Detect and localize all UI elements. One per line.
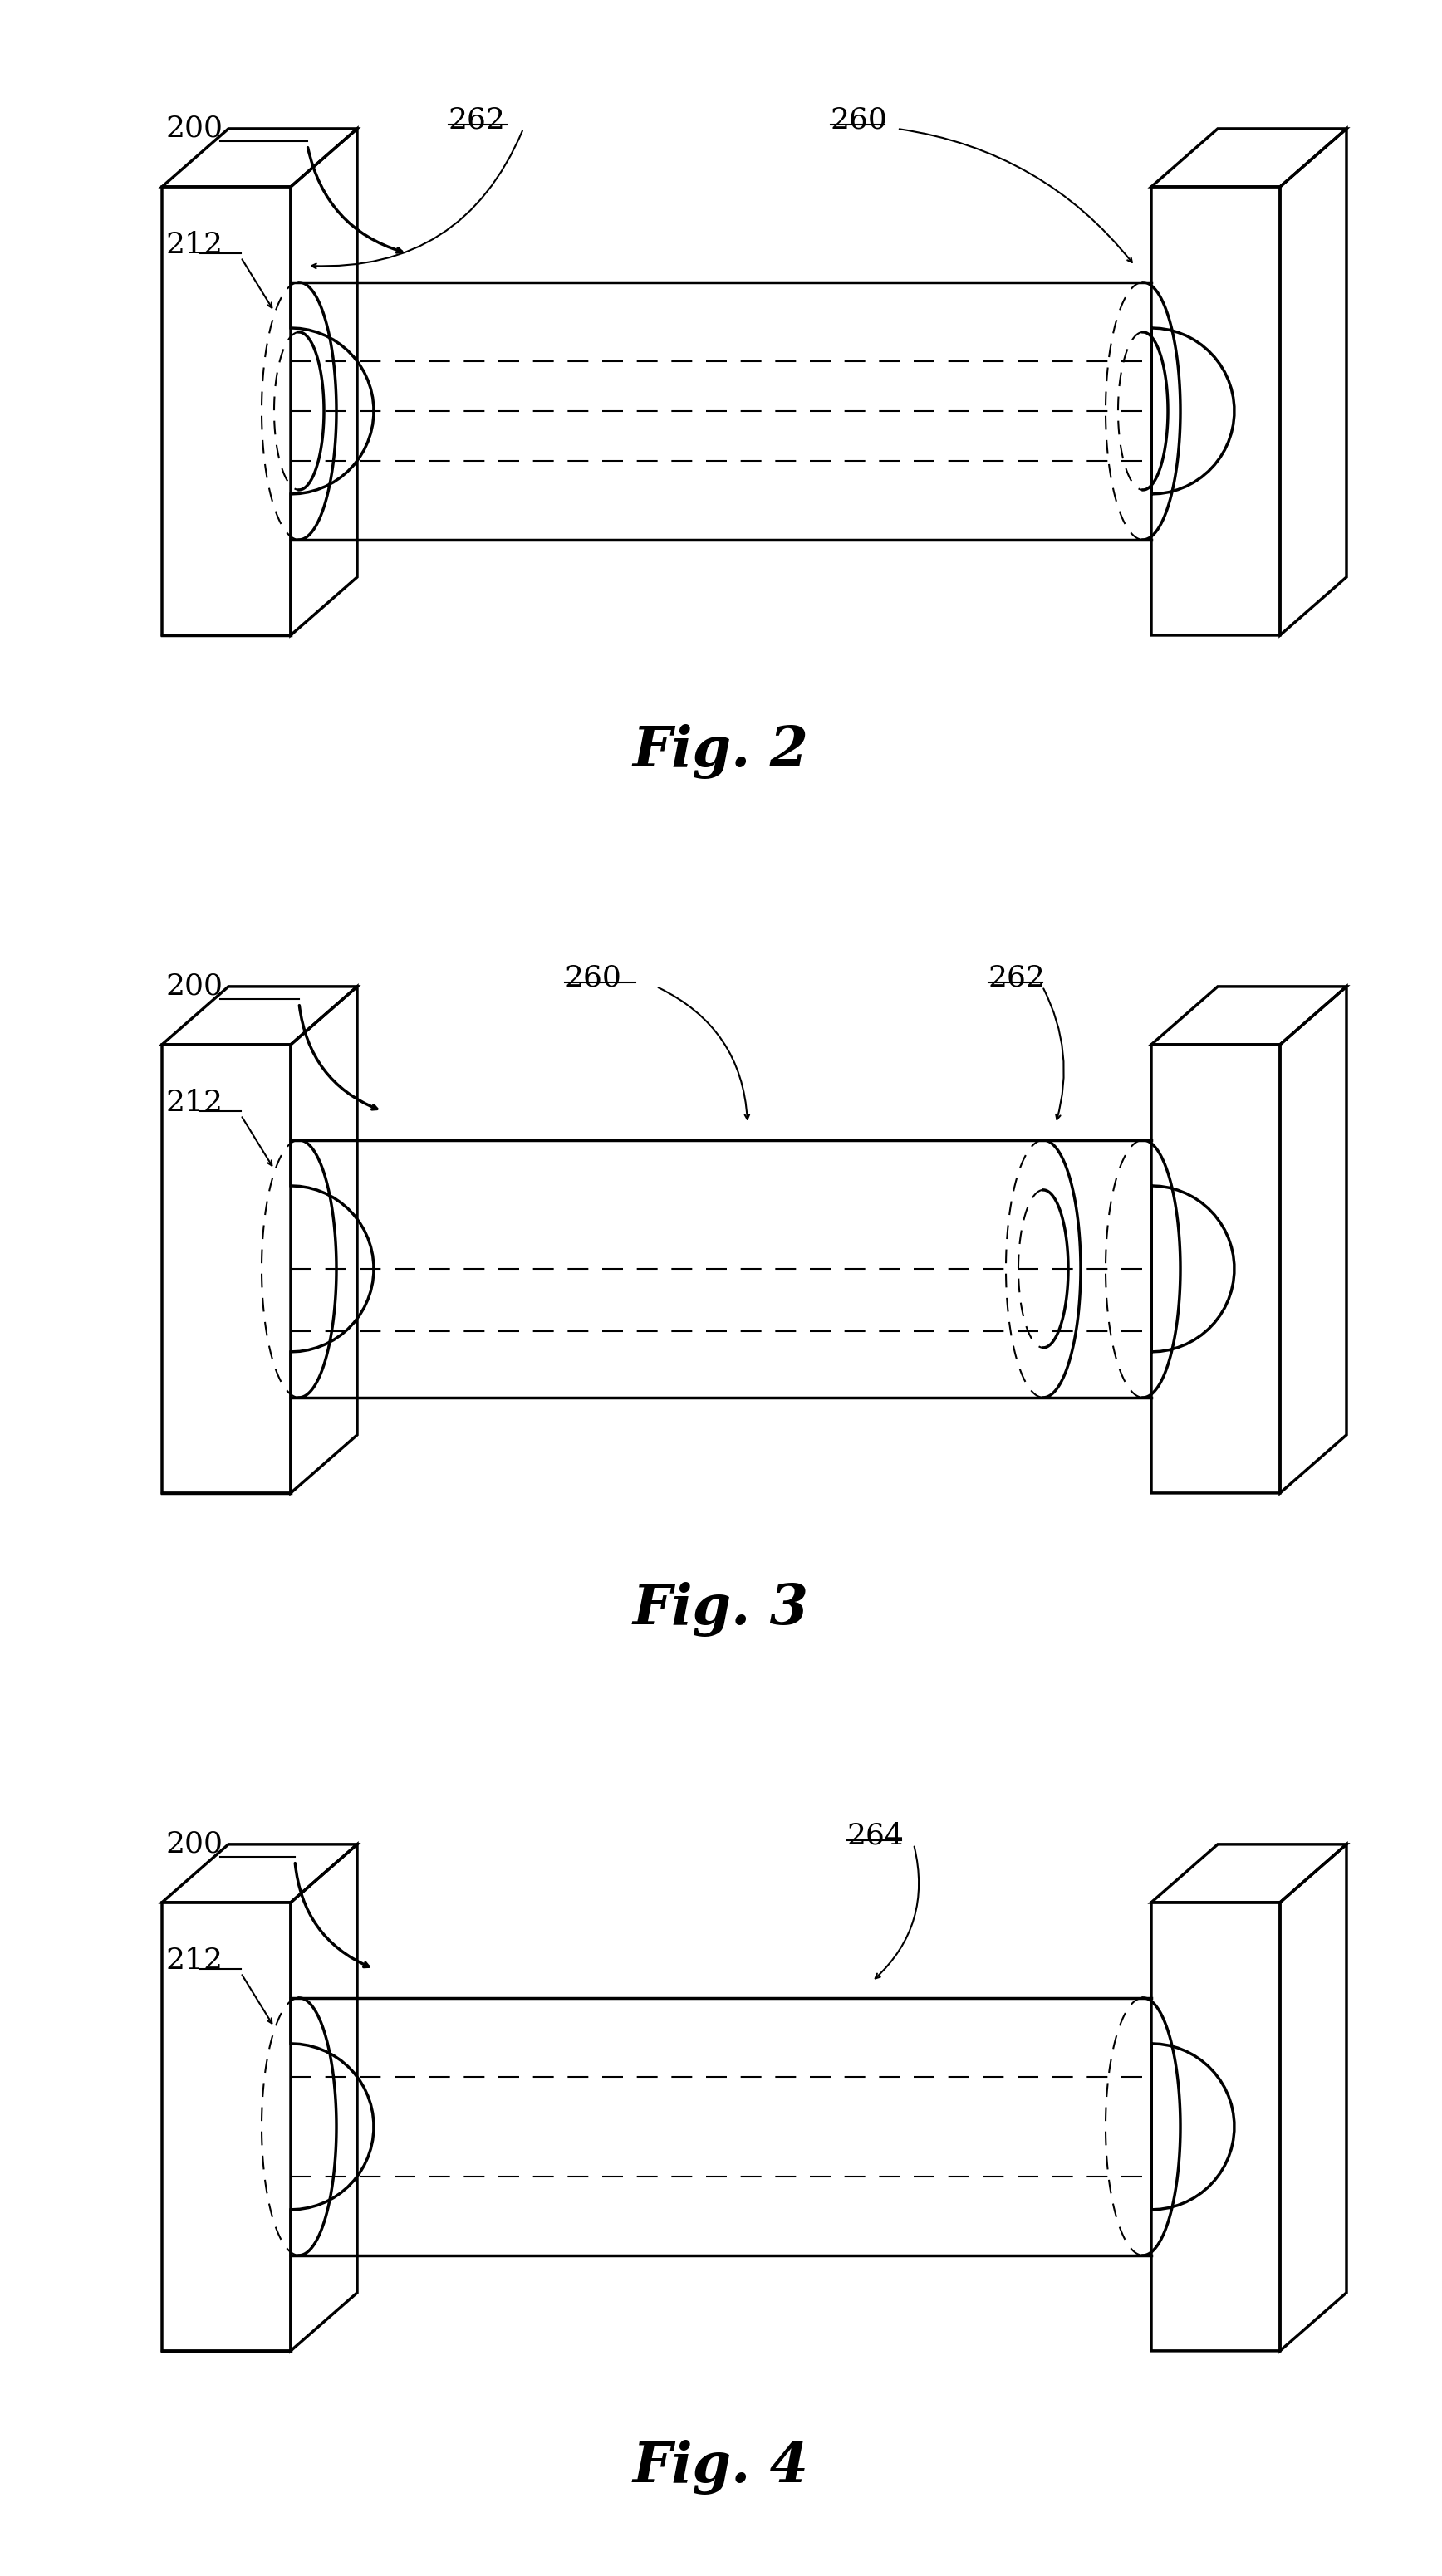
Text: 260: 260	[565, 963, 622, 992]
Text: 200: 200	[166, 113, 224, 142]
Text: Fig. 3: Fig. 3	[633, 1582, 809, 1636]
Text: Fig. 2: Fig. 2	[633, 724, 809, 778]
Text: 260: 260	[831, 106, 888, 134]
Text: 212: 212	[166, 1947, 224, 1976]
Text: 264: 264	[848, 1821, 904, 1850]
Text: Fig. 4: Fig. 4	[633, 2439, 809, 2494]
Text: 212: 212	[166, 1090, 224, 1118]
Text: 262: 262	[448, 106, 506, 134]
Text: 200: 200	[166, 1829, 224, 1857]
Text: 262: 262	[988, 963, 1045, 992]
Text: 200: 200	[166, 971, 224, 999]
Text: 212: 212	[166, 232, 224, 260]
